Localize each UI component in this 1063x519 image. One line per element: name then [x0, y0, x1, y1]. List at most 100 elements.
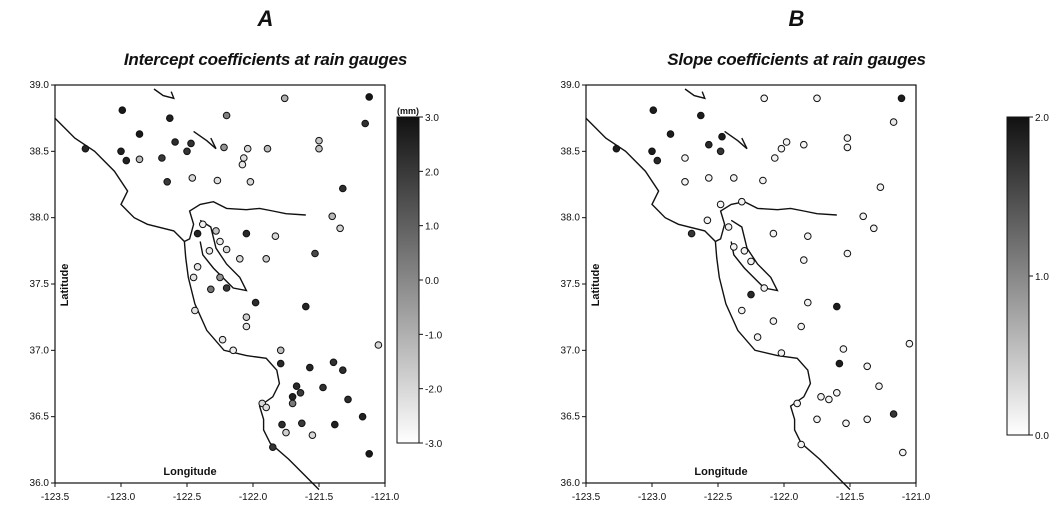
- rain-gauge-point: [905, 339, 914, 348]
- rain-gauge-point: [760, 94, 768, 103]
- y-axis-label: Latitude: [59, 264, 71, 307]
- y-tick-label: 36.0: [561, 478, 581, 489]
- rain-gauge-point: [242, 313, 251, 322]
- coastline-3: [684, 88, 706, 100]
- colorbar-tick-label: 0.0: [1035, 431, 1049, 442]
- rain-gauge-point: [875, 382, 883, 391]
- rain-gauge-point: [296, 389, 305, 397]
- colorbar-tick-label: 3.0: [425, 113, 439, 124]
- rain-gauge-point: [797, 440, 806, 449]
- rain-gauge-point: [222, 284, 231, 292]
- rain-gauge-point: [843, 249, 852, 258]
- rain-gauge-point: [207, 285, 215, 294]
- colorbar-tick-label: -1.0: [425, 330, 443, 341]
- rain-gauge-point: [220, 143, 228, 152]
- colorbar-tick-label: 2.0: [1035, 113, 1049, 124]
- rain-gauge-point: [782, 138, 791, 146]
- colorbar-tick-label: -2.0: [425, 385, 443, 396]
- rain-gauge-point: [282, 428, 290, 437]
- y-tick-label: 36.5: [30, 412, 50, 423]
- coastline-0: [54, 117, 320, 491]
- x-tick-label: -122.5: [704, 492, 733, 503]
- rain-gauge-point: [876, 183, 885, 191]
- rain-gauge-point: [331, 420, 339, 429]
- y-tick-label: 38.5: [561, 146, 581, 157]
- rain-gauge-point: [753, 333, 762, 341]
- rain-gauge-point: [760, 284, 768, 292]
- rain-gauge-point: [859, 212, 868, 221]
- rain-gauge-point: [308, 431, 317, 440]
- rain-gauge-point: [243, 144, 252, 153]
- colorbar-tick-label: 0.0: [425, 276, 439, 287]
- rain-gauge-point: [306, 363, 314, 372]
- rain-gauge-point: [242, 322, 251, 331]
- rain-gauge-point: [163, 178, 171, 186]
- rain-gauge-point: [759, 176, 767, 185]
- rain-gauge-point: [730, 243, 738, 251]
- rain-gauge-point: [740, 247, 749, 255]
- rain-gauge-point: [747, 290, 755, 299]
- rain-gauge-point: [81, 144, 90, 153]
- x-axis-label: Longitude: [163, 466, 216, 478]
- chart-a: -123.5 -123.0 -122.5 -122.0 -121.5 -121.0 36.0…: [30, 80, 443, 503]
- rain-gauge-point: [648, 147, 656, 156]
- rain-gauge-point: [705, 174, 713, 182]
- rain-gauge-point: [889, 118, 898, 126]
- rain-gauge-point: [251, 298, 260, 307]
- rain-gauge-point: [705, 140, 713, 149]
- x-tick-label: -121.5: [305, 492, 334, 503]
- rain-gauge-point: [222, 111, 231, 120]
- rain-gauge-point: [870, 224, 878, 233]
- rain-gauge-point: [263, 144, 272, 153]
- rain-gauge-point: [298, 419, 306, 428]
- coastline-1: [715, 200, 837, 243]
- rain-gauge-point: [365, 450, 374, 458]
- rain-gauge-point: [336, 224, 344, 233]
- rain-gauge-point: [218, 335, 227, 344]
- rain-gauge-point: [328, 212, 337, 221]
- rain-gauge-point: [122, 156, 131, 165]
- rain-gauge-point: [315, 144, 323, 153]
- rain-gauge-point: [216, 273, 224, 282]
- rain-gauge-point: [813, 94, 821, 103]
- panel-a: A Intercept coefficients at rain gauges …: [0, 0, 531, 519]
- rain-gauge-point: [166, 114, 174, 122]
- rain-gauge-point: [716, 200, 725, 209]
- panel-letter-b: B: [788, 6, 805, 31]
- rain-gauge-point: [724, 223, 733, 231]
- colorbar-tick-label: 2.0: [425, 167, 439, 178]
- rain-gauge-point: [229, 346, 237, 355]
- rain-gauge-point: [358, 412, 367, 421]
- rain-gauge-point: [769, 229, 778, 238]
- rain-gauge-point: [817, 393, 825, 401]
- rain-gauge-point: [843, 143, 852, 152]
- rain-gauge-point: [135, 130, 144, 138]
- rain-gauge-point: [843, 134, 852, 142]
- rain-gauge-point: [135, 155, 144, 164]
- rain-gauge-point: [825, 395, 833, 404]
- x-tick-label: -123.5: [41, 492, 70, 503]
- rain-gauge-point: [649, 106, 658, 114]
- rain-gauge-point: [738, 197, 746, 206]
- rain-gauge-point: [213, 176, 222, 185]
- coastline-4: [193, 130, 217, 150]
- x-tick-label: -121.0: [902, 492, 931, 503]
- rain-gauge-point: [187, 139, 195, 148]
- rain-gauge-point: [246, 178, 255, 186]
- y-tick-label: 38.0: [30, 213, 50, 224]
- x-axis-label: Longitude: [694, 466, 747, 478]
- rain-gauge-point: [863, 415, 872, 424]
- rain-gauge-point: [365, 93, 374, 101]
- x-tick-label: -122.0: [239, 492, 268, 503]
- y-tick-label: 37.0: [30, 345, 50, 356]
- rain-gauge-point: [771, 154, 779, 162]
- rain-gauge-point: [777, 349, 786, 357]
- rain-gauge-point: [329, 358, 338, 367]
- rain-gauge-point: [278, 420, 286, 429]
- rain-gauge-point: [813, 415, 821, 424]
- rain-gauge-point: [897, 94, 906, 103]
- rain-gauge-point: [236, 254, 244, 263]
- rain-gauge-point: [302, 302, 310, 311]
- y-tick-label: 36.0: [30, 478, 50, 489]
- colorbar-tick-label: -3.0: [425, 439, 443, 450]
